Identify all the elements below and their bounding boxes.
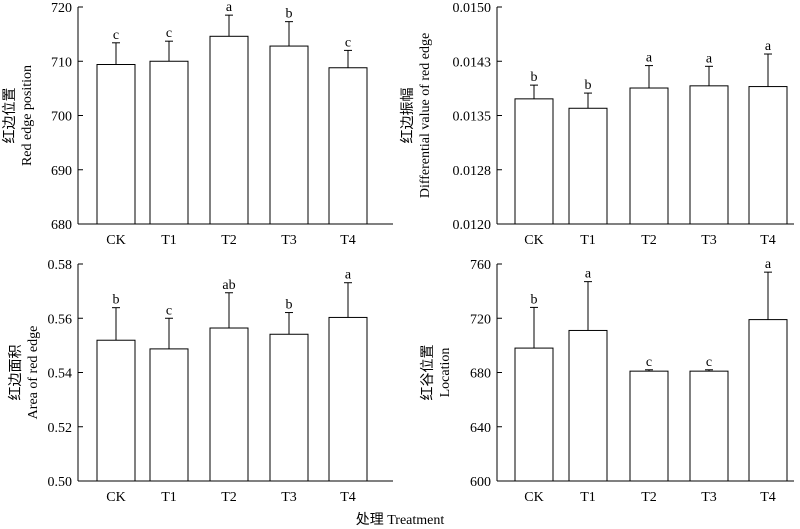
bar: [629, 370, 669, 482]
x-tick-label: T3: [281, 233, 297, 248]
bar: [269, 45, 309, 225]
significance-letter: c: [166, 303, 172, 318]
significance-letter: a: [765, 257, 772, 272]
y-tick-label: 0.0128: [453, 164, 492, 179]
y-tick-label: 720: [470, 312, 491, 327]
x-tick-label: CK: [524, 490, 543, 505]
x-tick-label: CK: [524, 233, 543, 248]
y-axis-label: 红边位置 Red edge position: [2, 65, 35, 166]
bar: [209, 327, 249, 482]
x-tick-label: T1: [161, 233, 177, 248]
chart-panel-4: 600 640 680 720 760 b CK a T1 c T2 c T3 a T4 红谷位置 Locati…: [420, 257, 794, 505]
bar: [629, 87, 669, 225]
y-tick-label: 600: [470, 475, 491, 490]
significance-letter: b: [113, 293, 120, 308]
y-tick-label: 700: [51, 110, 72, 125]
y-tick-label: 710: [51, 55, 72, 70]
y-axis-label-en: Differential value of red edge: [418, 33, 433, 198]
bar: [514, 347, 554, 482]
x-tick-label: T4: [340, 490, 356, 505]
significance-letter: c: [646, 355, 652, 370]
y-axis-label: 红谷位置 Location: [420, 345, 453, 401]
y-tick-label: 720: [51, 1, 72, 16]
y-tick-label: 0.0150: [453, 1, 492, 16]
bar: [568, 107, 608, 225]
significance-letter: b: [585, 78, 592, 93]
y-tick-label: 680: [470, 367, 491, 382]
bar: [149, 348, 189, 482]
y-tick-label: 640: [470, 421, 491, 436]
y-axis-label-en: Area of red edge: [26, 326, 41, 420]
x-tick-label: T2: [221, 490, 237, 505]
x-tick-label: T3: [281, 490, 297, 505]
significance-letter: b: [286, 7, 293, 22]
bar: [328, 316, 368, 482]
y-tick-label: 680: [51, 218, 72, 233]
x-tick-label: T1: [580, 233, 596, 248]
significance-letter: a: [345, 268, 352, 283]
y-tick-label: 0.50: [48, 475, 73, 490]
bar: [514, 98, 554, 225]
x-tick-label: T1: [161, 490, 177, 505]
significance-letter: b: [531, 70, 538, 85]
y-tick-label: 760: [470, 258, 491, 273]
y-axis-label-cn: 红边振幅: [400, 88, 416, 144]
bar: [96, 339, 136, 482]
y-axis-label-cn: 红边面积: [8, 345, 24, 401]
significance-letter: a: [706, 51, 713, 66]
y-tick-label: 0.0143: [453, 55, 492, 70]
bar: [149, 60, 189, 225]
y-tick-label: 0.0135: [453, 110, 492, 125]
y-axis-label-cn: 红谷位置: [420, 345, 436, 401]
x-tick-label: CK: [106, 233, 125, 248]
chart-panel-1: 680 690 700 710 720 c CK c T1 a T2 b T3 c T4 红边位置 Red ed…: [2, 0, 393, 248]
significance-letter: a: [765, 39, 772, 54]
y-axis-label-en: Location: [438, 348, 453, 398]
y-axis-label-en: Red edge position: [20, 65, 35, 166]
y-axis-label: 红边面积 Area of red edge: [8, 326, 41, 420]
x-tick-label: T3: [701, 490, 717, 505]
significance-letter: c: [113, 28, 119, 43]
x-tick-label: T2: [221, 233, 237, 248]
x-tick-label: T2: [641, 233, 657, 248]
significance-letter: ab: [222, 278, 235, 293]
x-tick-label: T2: [641, 490, 657, 505]
bar: [96, 64, 136, 225]
significance-letter: a: [226, 0, 233, 15]
bar: [748, 86, 788, 225]
bar: [568, 329, 608, 482]
significance-letter: c: [166, 26, 172, 41]
y-tick-label: 0.56: [48, 312, 73, 327]
x-tick-label: T4: [760, 490, 776, 505]
y-tick-label: 0.0120: [453, 218, 492, 233]
y-tick-label: 0.54: [48, 367, 73, 382]
shared-x-axis-label: 处理 Treatment: [355, 513, 445, 528]
y-tick-label: 690: [51, 164, 72, 179]
significance-letter: c: [345, 35, 351, 50]
x-tick-label: T4: [340, 233, 356, 248]
bar: [689, 370, 729, 482]
significance-letter: b: [531, 292, 538, 307]
significance-letter: b: [286, 298, 293, 313]
x-tick-label: CK: [106, 490, 125, 505]
significance-letter: c: [706, 355, 712, 370]
y-axis-label-cn: 红边位置: [2, 88, 18, 144]
x-tick-label: T4: [760, 233, 776, 248]
x-tick-label: T3: [701, 233, 717, 248]
chart-panel-2: 0.0120 0.0128 0.0135 0.0143 0.0150 b CK b T1 a T2 a…: [400, 1, 794, 248]
bar: [748, 319, 788, 482]
x-tick-label: T1: [580, 490, 596, 505]
bar: [209, 35, 249, 225]
y-tick-label: 0.52: [48, 421, 73, 436]
y-tick-label: 0.58: [48, 258, 73, 273]
bar: [269, 333, 309, 482]
bar: [328, 67, 368, 225]
significance-letter: a: [646, 51, 653, 66]
bar: [689, 85, 729, 225]
significance-letter: a: [585, 267, 592, 282]
chart-panel-3: 0.50 0.52 0.54 0.56 0.58 b CK c T1 ab T2 b T3 a T4 红边面积…: [8, 258, 393, 505]
y-axis-label: 红边振幅 Differential value of red edge: [400, 33, 433, 198]
